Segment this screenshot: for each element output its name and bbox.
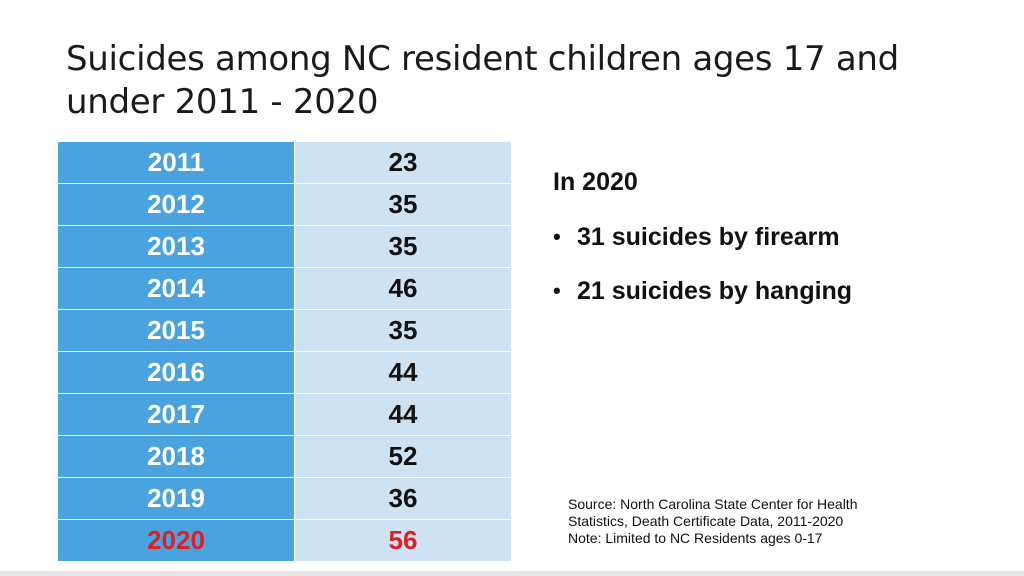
bullet-text: 21 suicides by hanging <box>577 277 853 305</box>
source-line: Source: North Carolina State Center for … <box>568 496 858 512</box>
year-cell: 2020 <box>58 519 295 562</box>
table-row: 2014 46 <box>58 267 511 310</box>
suicides-table: 2011 23 2012 35 2013 35 2014 46 2015 35 … <box>58 142 511 562</box>
table-row-highlight: 2020 56 <box>58 519 511 562</box>
summary-panel: In 2020 • 31 suicides by firearm • 21 su… <box>553 160 983 318</box>
bullet-icon: • <box>553 278 561 303</box>
value-cell: 35 <box>294 183 511 226</box>
table-row: 2018 52 <box>58 435 511 478</box>
source-line: Statistics, Death Certificate Data, 2011… <box>568 513 844 529</box>
bullet-icon: • <box>553 224 561 249</box>
year-cell: 2013 <box>58 225 295 268</box>
bullet-text: 31 suicides by firearm <box>577 223 840 251</box>
slide-title: Suicides among NC resident children ages… <box>66 39 899 122</box>
year-cell: 2016 <box>58 351 295 394</box>
value-cell: 35 <box>294 225 511 268</box>
list-item: • 31 suicides by firearm <box>553 210 983 264</box>
bottom-bar <box>0 571 1024 576</box>
value-cell: 52 <box>294 435 511 478</box>
value-cell: 35 <box>294 309 511 352</box>
table-row: 2016 44 <box>58 351 511 394</box>
value-cell: 36 <box>294 477 511 520</box>
list-item: • 21 suicides by hanging <box>553 264 983 318</box>
value-cell: 44 <box>294 351 511 394</box>
summary-list: • 31 suicides by firearm • 21 suicides b… <box>553 210 983 318</box>
year-cell: 2015 <box>58 309 295 352</box>
value-cell: 56 <box>294 519 511 562</box>
table-row: 2013 35 <box>58 225 511 268</box>
table-row: 2012 35 <box>58 183 511 226</box>
year-cell: 2019 <box>58 477 295 520</box>
year-cell: 2011 <box>58 142 295 184</box>
table-row: 2015 35 <box>58 309 511 352</box>
value-cell: 46 <box>294 267 511 310</box>
table-row: 2017 44 <box>58 393 511 436</box>
table-row: 2019 36 <box>58 477 511 520</box>
value-cell: 44 <box>294 393 511 436</box>
source-note: Source: North Carolina State Center for … <box>568 496 988 547</box>
year-cell: 2014 <box>58 267 295 310</box>
note-line: Note: Limited to NC Residents ages 0-17 <box>568 530 823 546</box>
year-cell: 2018 <box>58 435 295 478</box>
value-cell: 23 <box>294 142 511 184</box>
year-cell: 2012 <box>58 183 295 226</box>
year-cell: 2017 <box>58 393 295 436</box>
summary-heading: In 2020 <box>553 168 638 196</box>
table-row: 2011 23 <box>58 142 511 184</box>
